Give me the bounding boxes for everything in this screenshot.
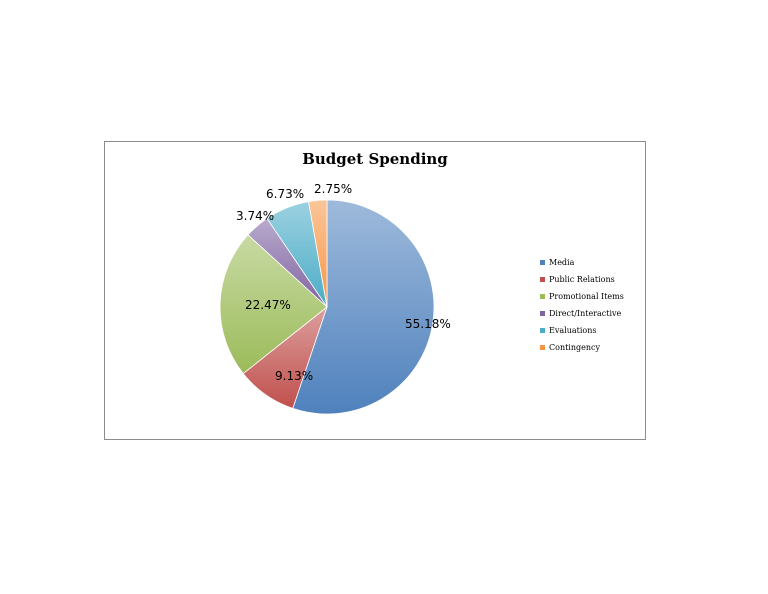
legend-item-promotional-items: Promotional Items bbox=[540, 288, 650, 305]
chart-legend: Media Public Relations Promotional Items Di… bbox=[540, 254, 650, 356]
legend-item-media: Media bbox=[540, 254, 650, 271]
legend-swatch bbox=[540, 277, 545, 282]
legend-swatch bbox=[540, 260, 545, 265]
pie-slice-media bbox=[292, 199, 435, 415]
data-label-contingency: 2.75% bbox=[314, 182, 352, 196]
legend-item-direct-interactive: Direct/Interactive bbox=[540, 305, 650, 322]
legend-label: Promotional Items bbox=[549, 292, 624, 301]
chart-title: Budget Spending bbox=[302, 150, 448, 168]
legend-item-evaluations: Evaluations bbox=[540, 322, 650, 339]
legend-item-public-relations: Public Relations bbox=[540, 271, 650, 288]
legend-label: Public Relations bbox=[549, 275, 615, 284]
legend-swatch bbox=[540, 328, 545, 333]
pie-slice-promotional-items bbox=[219, 234, 328, 375]
legend-swatch bbox=[540, 294, 545, 299]
pie-slice-contingency bbox=[308, 199, 328, 308]
legend-label: Media bbox=[549, 258, 575, 267]
data-label-promotional-items: 22.47% bbox=[245, 298, 291, 312]
legend-swatch bbox=[540, 345, 545, 350]
data-label-direct-interactive: 3.74% bbox=[236, 209, 274, 223]
pie-chart: 55.18% 9.13% 22.47% 3.74% 6.73% 2.75% bbox=[219, 182, 451, 415]
legend-label: Contingency bbox=[549, 343, 601, 352]
legend-label: Evaluations bbox=[549, 326, 597, 335]
legend-item-contingency: Contingency bbox=[540, 339, 650, 356]
legend-swatch bbox=[540, 311, 545, 316]
data-label-evaluations: 6.73% bbox=[266, 187, 304, 201]
data-label-media: 55.18% bbox=[405, 317, 451, 331]
legend-label: Direct/Interactive bbox=[549, 309, 622, 318]
chart-frame: Budget Spending 55.18% 9.13% 22.47% 3.74% 6.… bbox=[104, 141, 646, 440]
data-label-public-relations: 9.13% bbox=[275, 369, 313, 383]
